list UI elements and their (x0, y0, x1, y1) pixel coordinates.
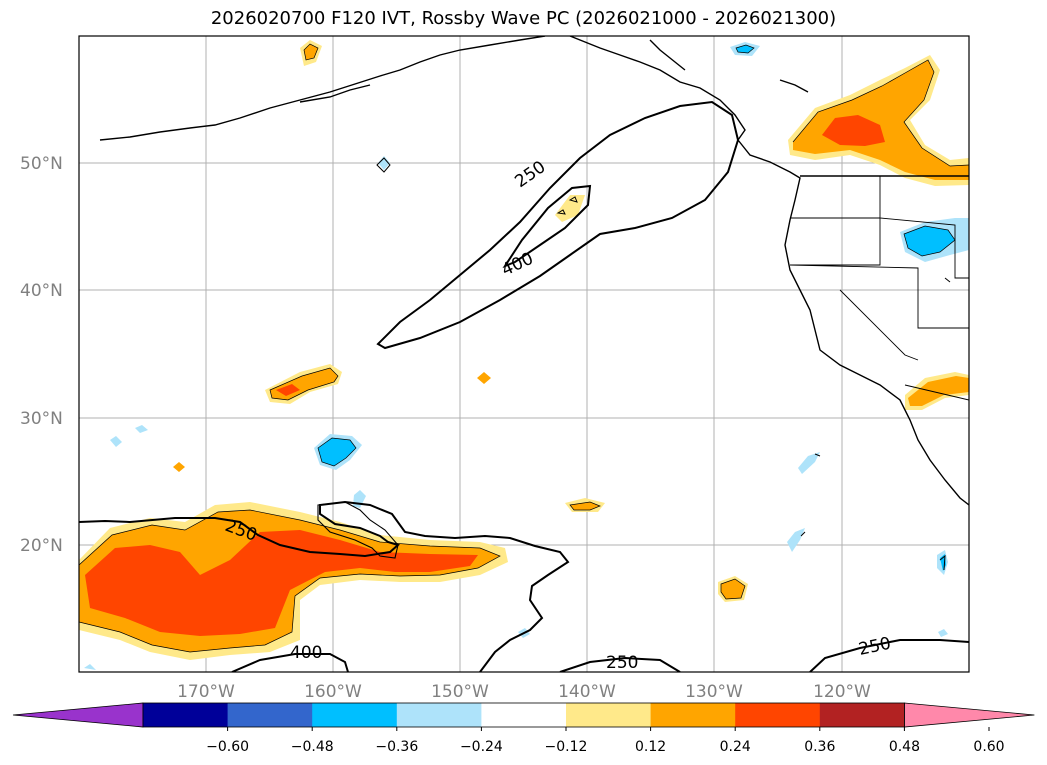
colorbar-segment (735, 703, 821, 727)
colorbar-segment (143, 703, 229, 727)
colorbar-tick-label: −0.12 (545, 739, 588, 755)
colorbar (12, 702, 1035, 731)
colorbar-segment (481, 703, 567, 727)
colorbar-tick-label: −0.48 (291, 739, 334, 755)
colorbar-tick-label: 0.12 (635, 739, 666, 755)
colorbar-segment (819, 703, 905, 727)
colorbar-tick-label: −0.24 (460, 739, 503, 755)
map-frame (78, 35, 970, 673)
lon-label-150w: 150°W (431, 682, 489, 702)
colorbar-segment (312, 703, 398, 727)
colorbar-tick-label: 0.60 (973, 739, 1004, 755)
lat-label-30n: 30°N (20, 409, 63, 429)
lon-label-160w: 160°W (304, 682, 362, 702)
colorbar-ticks: −0.60 −0.48 −0.36 −0.24 −0.12 0.12 0.24 … (206, 739, 1004, 755)
lon-label-120w: 120°W (813, 682, 871, 702)
contour-label-400-south: 400 (290, 643, 322, 663)
lat-label-20n: 20°N (20, 536, 63, 556)
colorbar-frame (142, 702, 905, 728)
ivt-contours (79, 100, 969, 672)
contour-label-250-south: 250 (606, 653, 638, 673)
map-title: 2026020700 F120 IVT, Rossby Wave PC (202… (210, 8, 837, 29)
lat-label-50n: 50°N (20, 154, 63, 174)
longitude-labels: 170°W 160°W 150°W 140°W 130°W 120°W (177, 682, 871, 702)
colorbar-segment (650, 703, 736, 727)
colorbar-tick-label: −0.60 (206, 739, 249, 755)
colorbar-segment (227, 703, 313, 727)
coastlines (99, 36, 969, 571)
lat-label-40n: 40°N (20, 281, 63, 301)
colorbar-tick-label: 0.36 (804, 739, 835, 755)
anomaly-outlines (79, 43, 969, 653)
latitude-labels: 50°N 40°N 30°N 20°N (20, 154, 63, 556)
colorbar-segment (566, 703, 652, 727)
colorbar-segment (396, 703, 482, 727)
colorbar-tick-label: 0.24 (720, 739, 751, 755)
lon-label-140w: 140°W (558, 682, 616, 702)
lon-label-170w: 170°W (177, 682, 235, 702)
colorbar-arrow-low (12, 702, 144, 728)
colorbar-arrow-high (904, 702, 1035, 728)
lon-label-130w: 130°W (685, 682, 743, 702)
colorbar-tick-label: 0.48 (889, 739, 920, 755)
colorbar-tick-label: −0.36 (375, 739, 418, 755)
